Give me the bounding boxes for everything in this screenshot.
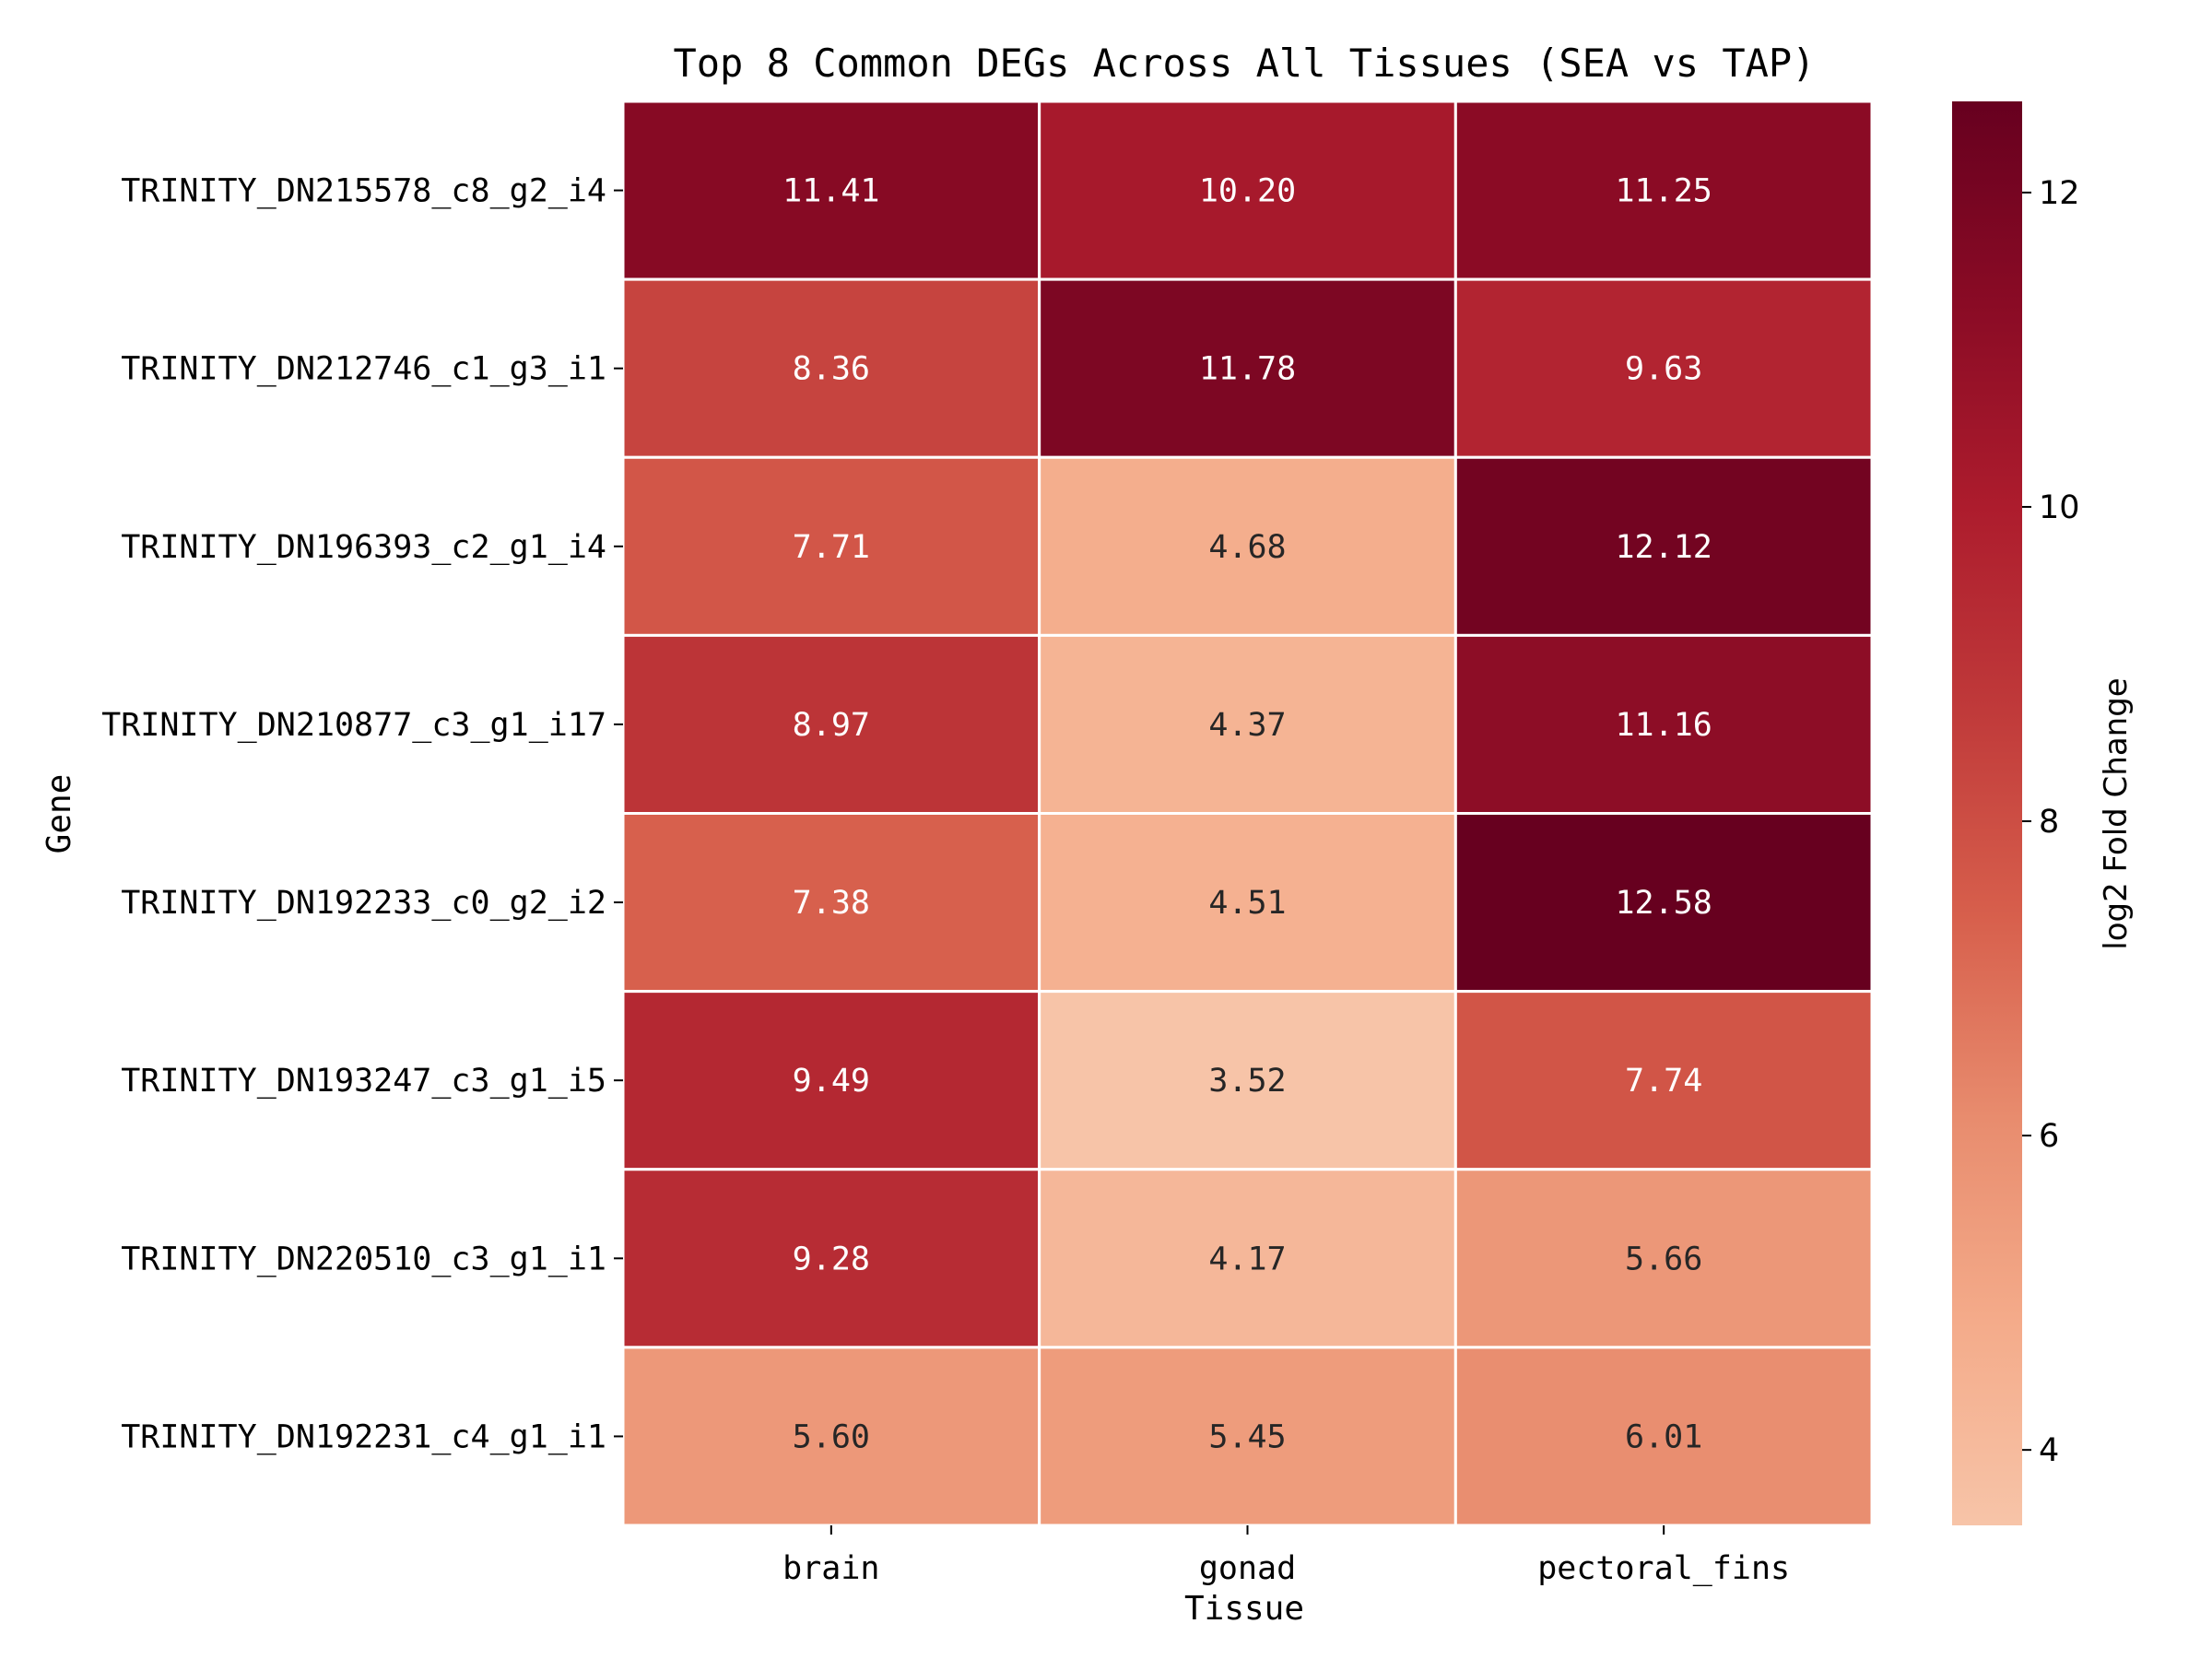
cell-value-label: 4.37 xyxy=(1208,707,1286,744)
cell-value-label: 5.60 xyxy=(793,1418,870,1455)
x-axis-label: Tissue xyxy=(1184,1590,1304,1628)
y-tick-label: TRINITY_DN196393_c2_g1_i4 xyxy=(121,529,606,566)
cell-value-label: 4.51 xyxy=(1208,885,1286,922)
cell-value-label: 9.28 xyxy=(793,1241,870,1277)
colorbar-label: log2 Fold Change xyxy=(2098,677,2135,949)
heatmap-cell xyxy=(1453,633,1874,815)
chart-title: Top 8 Common DEGs Across All Tissues (SE… xyxy=(673,41,1815,86)
heatmap-cell xyxy=(1038,990,1457,1171)
cell-value-label: 8.36 xyxy=(793,351,870,388)
cell-value-label: 6.01 xyxy=(1625,1418,1702,1455)
y-tick-label: TRINITY_DN192231_c4_g1_i1 xyxy=(121,1418,606,1455)
heatmap-cell xyxy=(621,1346,1041,1527)
heatmap-cell xyxy=(1453,277,1874,459)
cell-value-label: 7.71 xyxy=(793,529,870,566)
heatmap-cell xyxy=(1453,1168,1874,1349)
cell-value-label: 11.78 xyxy=(1199,351,1296,388)
cell-value-label: 11.16 xyxy=(1615,707,1712,744)
heatmap-cell xyxy=(621,277,1041,459)
cell-value-label: 7.38 xyxy=(793,885,870,922)
cell-value-label: 9.63 xyxy=(1625,351,1702,388)
x-tick-label: gonad xyxy=(1199,1550,1296,1587)
y-axis-ticks: TRINITY_DN215578_c8_g2_i4 TRINITY_DN21274… xyxy=(101,173,623,1455)
heatmap-cell xyxy=(1038,100,1457,281)
heatmap-cell xyxy=(1038,812,1457,994)
cell-value-label: 12.12 xyxy=(1615,529,1712,566)
y-tick-label: TRINITY_DN215578_c8_g2_i4 xyxy=(121,173,606,210)
colorbar-tick-label: 10 xyxy=(2039,489,2080,526)
colorbar-tick-label: 8 xyxy=(2039,804,2059,841)
x-axis-ticks: brain gonad pectoral_fins xyxy=(782,1525,1790,1587)
heatmap-cell xyxy=(1038,1168,1457,1349)
heatmap-cell xyxy=(1453,100,1874,281)
y-tick-label: TRINITY_DN192233_c0_g2_i2 xyxy=(121,885,606,922)
heatmap-cell xyxy=(1038,1346,1457,1527)
heatmap-cell xyxy=(621,633,1041,815)
y-tick-label: TRINITY_DN193247_c3_g1_i5 xyxy=(121,1063,606,1100)
colorbar-tick-label: 4 xyxy=(2039,1432,2059,1469)
cell-value-label: 10.20 xyxy=(1199,173,1296,210)
heatmap-cell-labels: 11.41 10.20 11.25 8.36 11.78 9.63 7.71 4.68 12.1… xyxy=(782,173,1712,1456)
heatmap-cell xyxy=(1038,455,1457,637)
y-axis-label: Gene xyxy=(41,774,78,854)
cell-value-label: 11.41 xyxy=(782,173,879,210)
cell-value-label: 5.45 xyxy=(1208,1418,1286,1455)
y-tick-label: TRINITY_DN210877_c3_g1_i17 xyxy=(101,707,606,744)
cell-value-label: 11.25 xyxy=(1615,173,1712,210)
colorbar xyxy=(1952,101,2022,1525)
heatmap-cell xyxy=(1453,1346,1874,1527)
heatmap-cell xyxy=(621,812,1041,994)
colorbar-tick-label: 12 xyxy=(2039,175,2080,212)
y-tick-label: TRINITY_DN220510_c3_g1_i1 xyxy=(121,1241,606,1277)
cell-value-label: 5.66 xyxy=(1625,1241,1702,1277)
heatmap-cell xyxy=(1453,812,1874,994)
colorbar-tick-label: 6 xyxy=(2039,1118,2059,1155)
cell-value-label: 7.74 xyxy=(1625,1063,1702,1100)
cell-value-label: 8.97 xyxy=(793,707,870,744)
x-tick-label: pectoral_fins xyxy=(1537,1550,1790,1587)
heatmap-cell xyxy=(621,100,1041,281)
cell-value-label: 3.52 xyxy=(1208,1063,1286,1100)
cell-value-label: 4.17 xyxy=(1208,1241,1286,1277)
y-tick-label: TRINITY_DN212746_c1_g3_i1 xyxy=(121,351,606,388)
cell-value-label: 4.68 xyxy=(1208,529,1286,566)
heatmap-cell xyxy=(1453,990,1874,1171)
colorbar-ticks: 4 6 8 10 12 xyxy=(2022,175,2080,1469)
heatmap-cell xyxy=(1038,277,1457,459)
x-tick-label: brain xyxy=(782,1550,879,1587)
cell-value-label: 9.49 xyxy=(793,1063,870,1100)
cell-value-label: 12.58 xyxy=(1615,885,1712,922)
heatmap-cell xyxy=(621,1168,1041,1349)
heatmap-cells xyxy=(621,100,1874,1527)
